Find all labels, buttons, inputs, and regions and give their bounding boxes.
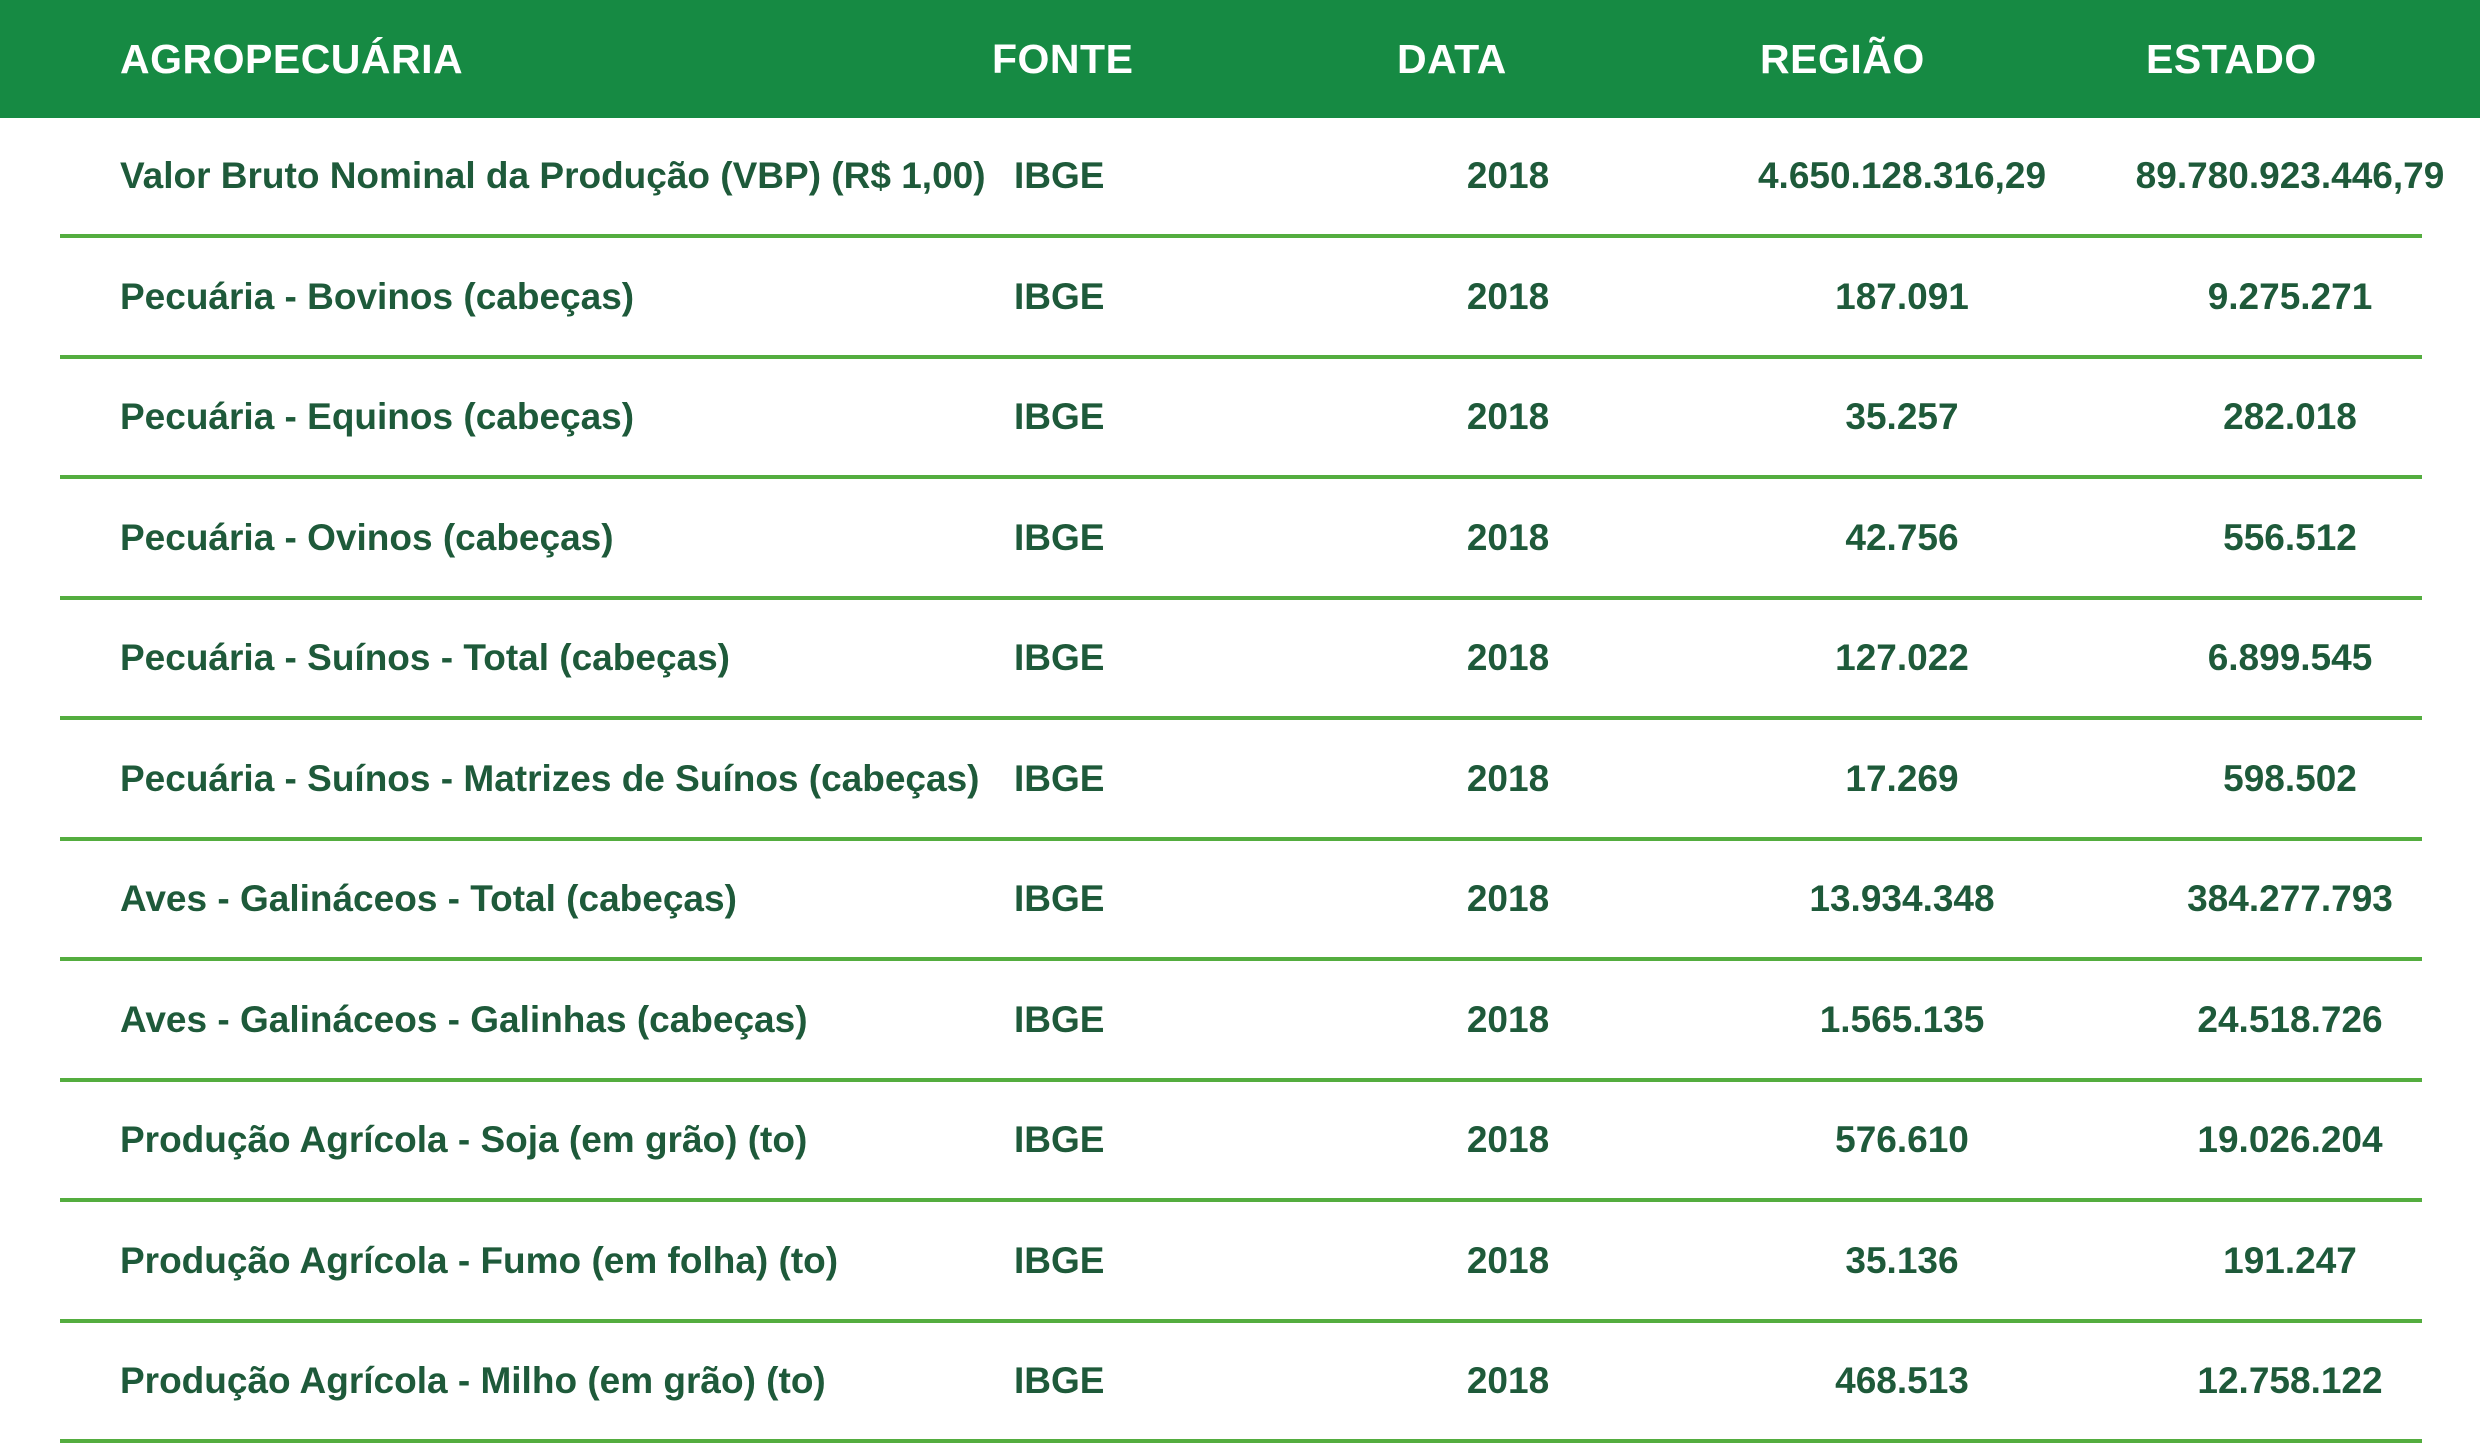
row-regiao: 576.610 bbox=[1835, 1119, 1969, 1160]
row-fonte: IBGE bbox=[1014, 1239, 1105, 1281]
table-row: Produção Agrícola - Fumo (em folha) (to)… bbox=[60, 1203, 2422, 1323]
row-regiao: 4.650.128.316,29 bbox=[1757, 155, 2047, 196]
table-row: Pecuária - Equinos (cabeças) IBGE 2018 35.2… bbox=[60, 359, 2422, 479]
row-label: Pecuária - Suínos - Matrizes de Suínos (… bbox=[120, 757, 980, 799]
row-estado: 89.780.923.446,79 bbox=[2135, 155, 2445, 196]
row-regiao: 1.565.135 bbox=[1819, 998, 1985, 1040]
row-data: 2018 bbox=[1466, 396, 1550, 437]
row-data: 2018 bbox=[1466, 275, 1550, 317]
row-fonte: IBGE bbox=[1014, 878, 1105, 919]
row-data: 2018 bbox=[1466, 1119, 1550, 1160]
row-estado: 6.899.545 bbox=[2207, 637, 2373, 678]
row-fonte: IBGE bbox=[1014, 1360, 1105, 1401]
row-data: 2018 bbox=[1466, 878, 1550, 919]
row-fonte: IBGE bbox=[1014, 1119, 1105, 1160]
table-row: Pecuária - Bovinos (cabeças) IBGE 2018 187.… bbox=[60, 239, 2422, 359]
header-fonte: FONTE bbox=[992, 36, 1134, 82]
table-row: Aves - Galináceos - Total (cabeças) IBGE 2… bbox=[60, 841, 2422, 961]
row-estado: 12.758.122 bbox=[2197, 1360, 2383, 1401]
row-data: 2018 bbox=[1466, 998, 1550, 1040]
table-row: Produção Agrícola - Soja (em grão) (to) I… bbox=[60, 1082, 2422, 1202]
row-label: Aves - Galináceos - Galinhas (cabeças) bbox=[120, 998, 808, 1040]
row-regiao: 35.257 bbox=[1845, 396, 1959, 437]
header-estado: ESTADO bbox=[2146, 36, 2317, 82]
row-estado: 556.512 bbox=[2223, 516, 2357, 558]
row-label: Pecuária - Suínos - Total (cabeças) bbox=[120, 637, 730, 678]
row-label: Pecuária - Ovinos (cabeças) bbox=[120, 516, 614, 558]
header-regiao: REGIÃO bbox=[1760, 36, 1925, 82]
header-data: DATA bbox=[1397, 36, 1507, 82]
row-regiao: 13.934.348 bbox=[1809, 878, 1995, 919]
row-fonte: IBGE bbox=[1014, 155, 1105, 196]
row-data: 2018 bbox=[1466, 155, 1550, 196]
table-row: Pecuária - Suínos - Matrizes de Suínos (… bbox=[60, 721, 2422, 841]
table-row: Produção Agrícola - Milho (em grão) (to)… bbox=[60, 1323, 2422, 1443]
row-label: Produção Agrícola - Fumo (em folha) (to) bbox=[120, 1239, 839, 1281]
table-row: Pecuária - Ovinos (cabeças) IBGE 2018 42.75… bbox=[60, 480, 2422, 600]
row-estado: 24.518.726 bbox=[2197, 998, 2383, 1040]
row-data: 2018 bbox=[1466, 637, 1550, 678]
row-fonte: IBGE bbox=[1014, 757, 1105, 799]
row-data: 2018 bbox=[1466, 1239, 1550, 1281]
row-estado: 19.026.204 bbox=[2197, 1119, 2383, 1160]
row-fonte: IBGE bbox=[1014, 516, 1105, 558]
row-estado: 9.275.271 bbox=[2207, 275, 2373, 317]
row-regiao: 35.136 bbox=[1845, 1239, 1959, 1281]
row-label: Pecuária - Bovinos (cabeças) bbox=[120, 275, 635, 317]
row-estado: 384.277.793 bbox=[2187, 878, 2393, 919]
row-estado: 282.018 bbox=[2223, 396, 2357, 437]
row-fonte: IBGE bbox=[1014, 998, 1105, 1040]
table-row: Aves - Galináceos - Galinhas (cabeças) IB… bbox=[60, 962, 2422, 1082]
row-label: Aves - Galináceos - Total (cabeças) bbox=[120, 878, 737, 919]
row-regiao: 187.091 bbox=[1835, 275, 1969, 317]
row-fonte: IBGE bbox=[1014, 637, 1105, 678]
row-regiao: 468.513 bbox=[1835, 1360, 1969, 1401]
table-row: Valor Bruto Nominal da Produção (VBP) (R… bbox=[60, 118, 2444, 238]
row-estado: 598.502 bbox=[2223, 757, 2357, 799]
row-data: 2018 bbox=[1466, 1360, 1550, 1401]
row-label: Produção Agrícola - Soja (em grão) (to) bbox=[120, 1119, 808, 1160]
header-agropecuaria: AGROPECUÁRIA bbox=[120, 36, 464, 82]
row-fonte: IBGE bbox=[1014, 396, 1105, 437]
row-regiao: 127.022 bbox=[1835, 637, 1969, 678]
row-fonte: IBGE bbox=[1014, 275, 1105, 317]
row-regiao: 42.756 bbox=[1845, 516, 1959, 558]
table-row: Pecuária - Suínos - Total (cabeças) IBGE 2… bbox=[60, 600, 2422, 720]
row-data: 2018 bbox=[1466, 757, 1550, 799]
row-estado: 191.247 bbox=[2223, 1239, 2357, 1281]
row-label: Valor Bruto Nominal da Produção (VBP) (R… bbox=[120, 155, 986, 196]
row-label: Pecuária - Equinos (cabeças) bbox=[120, 396, 635, 437]
row-data: 2018 bbox=[1466, 516, 1550, 558]
table-header: AGROPECUÁRIA FONTE DATA REGIÃO ESTADO bbox=[0, 0, 2480, 118]
row-regiao: 17.269 bbox=[1845, 757, 1959, 799]
row-label: Produção Agrícola - Milho (em grão) (to) bbox=[120, 1360, 826, 1401]
